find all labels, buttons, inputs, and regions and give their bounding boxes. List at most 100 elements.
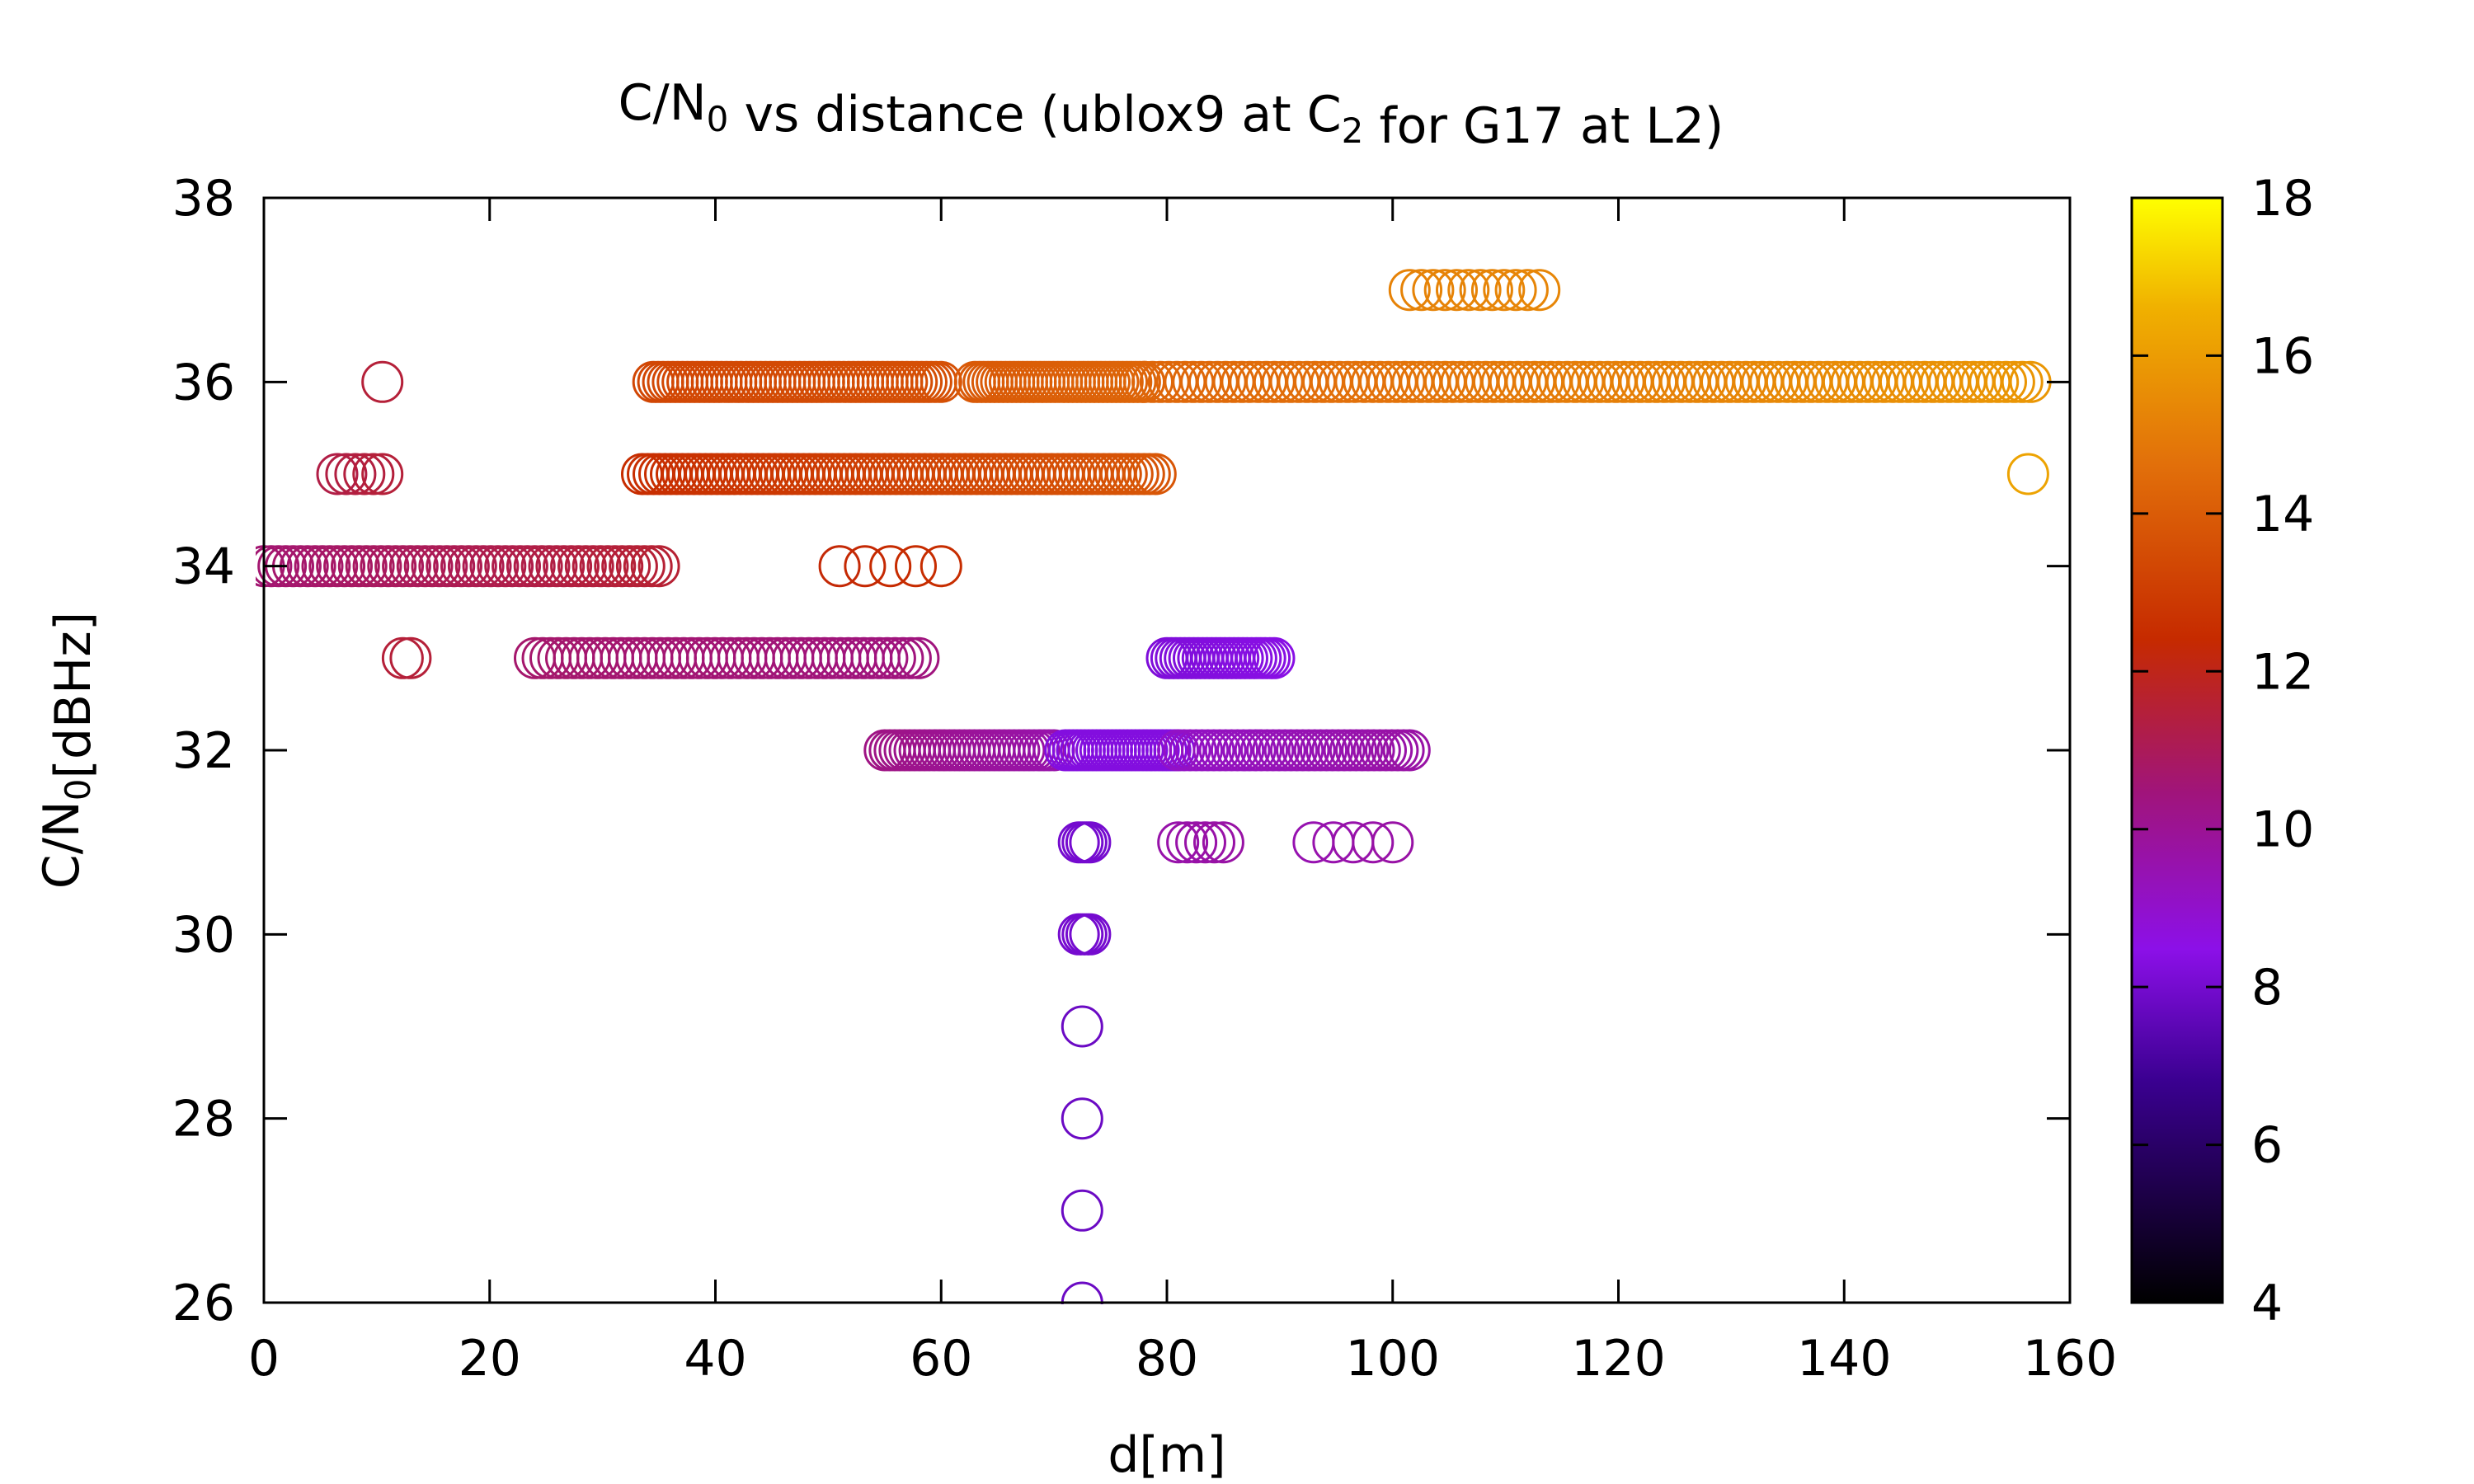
data-point <box>454 545 497 588</box>
data-point <box>623 545 666 588</box>
data-point <box>367 545 410 588</box>
data-point <box>447 545 490 588</box>
x-tick-label: 80 <box>1136 1330 1198 1388</box>
data-point <box>301 545 344 588</box>
data-point <box>1412 269 1455 312</box>
data-point <box>615 545 658 588</box>
data-point <box>1134 453 1177 495</box>
chart-title: C/N0 vs distance (ublox9 at C2 for G17 a… <box>618 74 1724 155</box>
data-point <box>343 453 386 495</box>
data-point <box>1061 821 1104 864</box>
data-point <box>1977 360 2020 403</box>
x-tick-label: 0 <box>248 1330 280 1388</box>
data-point <box>609 545 651 588</box>
y-tick-label: 26 <box>172 1275 235 1332</box>
data-point <box>477 545 520 588</box>
data-point <box>882 636 924 679</box>
data-point <box>920 545 962 588</box>
data-point <box>1483 269 1526 312</box>
data-point <box>396 545 439 588</box>
data-point <box>818 545 861 588</box>
x-axis-label: d[m] <box>1108 1426 1225 1484</box>
data-point <box>1506 269 1549 312</box>
data-point <box>594 545 637 588</box>
data-point <box>345 545 388 588</box>
data-point <box>557 545 600 588</box>
data-point <box>1388 269 1431 312</box>
data-point <box>866 636 909 679</box>
data-point <box>571 545 614 588</box>
data-point <box>361 360 404 403</box>
data-point <box>586 545 629 588</box>
data-point <box>1388 729 1431 772</box>
colorbar-tick-label: 10 <box>2251 801 2314 859</box>
x-tick-label: 40 <box>684 1330 746 1388</box>
data-point <box>1061 1097 1103 1140</box>
x-tick-label: 100 <box>1345 1330 1440 1388</box>
data-point <box>1992 360 2035 403</box>
data-point <box>462 545 505 588</box>
data-point <box>1470 269 1513 312</box>
data-point <box>2006 453 2049 495</box>
data-point <box>1193 821 1235 864</box>
data-point <box>331 545 373 588</box>
y-axis-label: C/N0[dBHz] <box>33 612 102 889</box>
x-tick-label: 160 <box>2023 1330 2118 1388</box>
data-point <box>1400 269 1443 312</box>
data-point <box>411 545 454 588</box>
data-point <box>1065 821 1108 864</box>
data-point <box>388 545 431 588</box>
colorbar-tick-label: 6 <box>2251 1117 2283 1175</box>
colorbar <box>2130 196 2224 1304</box>
data-point <box>308 545 351 588</box>
data-point <box>334 453 377 495</box>
data-point <box>389 636 432 679</box>
data-point <box>323 545 366 588</box>
data-point <box>1436 269 1478 312</box>
y-tick-label: 30 <box>172 906 235 964</box>
data-point <box>499 545 541 588</box>
data-point <box>535 545 578 588</box>
data-point <box>601 545 644 588</box>
data-point <box>1061 1005 1103 1048</box>
data-point <box>325 453 368 495</box>
data-point <box>1166 821 1209 864</box>
data-point <box>1069 821 1112 864</box>
axes: 0 20 40 60 80 100 120 140 160 26 28 30 32 34 36 38 <box>172 170 2118 1388</box>
data-point <box>403 545 446 588</box>
data-point <box>1065 913 1108 956</box>
data-point <box>1184 821 1226 864</box>
data-point <box>550 545 593 588</box>
colorbar-ticks: 4 6 8 10 12 14 16 18 <box>2132 170 2314 1332</box>
data-point <box>1061 913 1104 956</box>
data-point <box>361 453 404 495</box>
data-point <box>374 545 417 588</box>
x-tick-label: 120 <box>1571 1330 1666 1388</box>
x-tick-label: 60 <box>910 1330 972 1388</box>
data-point <box>1423 269 1466 312</box>
data-point <box>1447 269 1490 312</box>
data-point <box>1518 269 1561 312</box>
data-point <box>895 545 937 588</box>
data-point <box>426 545 468 588</box>
x-tick-label: 20 <box>459 1330 521 1388</box>
data-point <box>352 453 395 495</box>
data-point <box>1494 269 1537 312</box>
data-point <box>2001 360 2044 403</box>
data-point <box>1371 821 1414 864</box>
colorbar-tick-label: 12 <box>2251 643 2314 701</box>
data-point <box>352 545 395 588</box>
data-point <box>360 545 402 588</box>
data-point <box>1057 913 1100 956</box>
colorbar-tick-label: 8 <box>2251 959 2283 1017</box>
data-point <box>381 636 424 679</box>
data-point <box>492 545 534 588</box>
data-point <box>294 545 336 588</box>
data-point <box>1061 1189 1103 1232</box>
data-points <box>256 269 2052 1304</box>
data-point <box>889 636 932 679</box>
data-point <box>1069 913 1112 956</box>
y-tick-label: 38 <box>172 170 235 228</box>
data-point <box>897 636 940 679</box>
data-point <box>256 545 293 588</box>
